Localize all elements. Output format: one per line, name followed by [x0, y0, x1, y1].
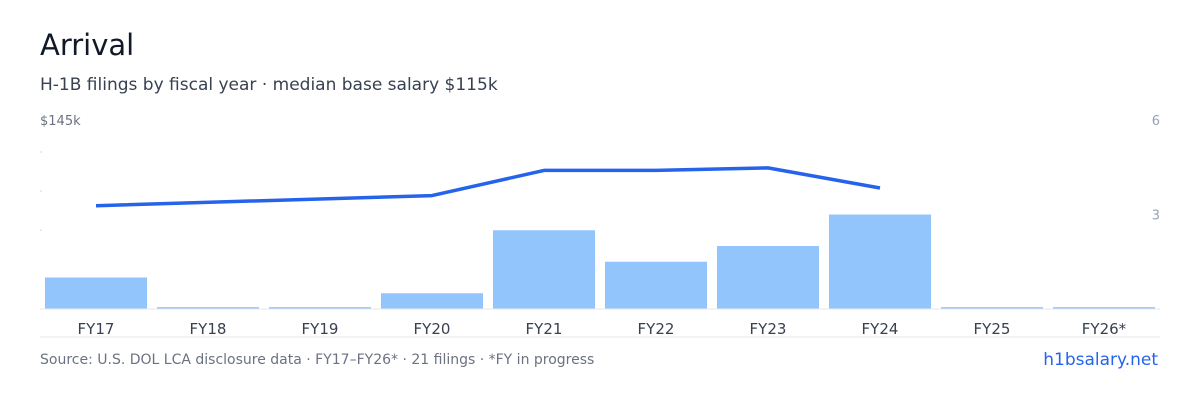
- x-tick-label: FY19: [302, 320, 339, 338]
- site-link[interactable]: h1bsalary.net: [1043, 350, 1158, 370]
- bar-fy24: [829, 214, 931, 309]
- x-tick-label: FY21: [526, 320, 563, 338]
- bar-fy21: [493, 230, 595, 309]
- median-salary-line: [95, 166, 881, 208]
- x-tick-label: FY20: [414, 320, 451, 338]
- bar-fy22: [605, 261, 707, 309]
- bar-fy18: [157, 307, 259, 309]
- left-tick-mark: [40, 190, 42, 192]
- x-tick-label: FY22: [638, 320, 675, 338]
- right-axis-tick-label: 6: [1152, 114, 1160, 129]
- source-note: Source: U.S. DOL LCA disclosure data · F…: [40, 352, 595, 368]
- right-axis-tick-label: 3: [1152, 209, 1160, 224]
- left-tick-mark: [40, 151, 42, 153]
- x-tick-label: FY23: [750, 320, 787, 338]
- bar-fy23: [717, 246, 819, 309]
- chart-title: Arrival: [40, 28, 135, 62]
- x-tick-label: FY24: [862, 320, 899, 338]
- bar-fy20: [381, 293, 483, 309]
- x-tick-label: FY25: [974, 320, 1011, 338]
- bar-fy19: [269, 307, 371, 309]
- chart-subtitle: H-1B filings by fiscal year · median bas…: [40, 75, 498, 95]
- left-axis-max-label: $145k: [40, 114, 81, 129]
- bar-fy25: [941, 307, 1043, 309]
- left-tick-mark: [40, 229, 42, 231]
- x-tick-label: FY17: [78, 320, 115, 338]
- bar-fy17: [45, 277, 147, 309]
- x-tick-label: FY26*: [1082, 320, 1127, 338]
- x-tick-label: FY18: [190, 320, 227, 338]
- bar-fy26: [1053, 307, 1155, 309]
